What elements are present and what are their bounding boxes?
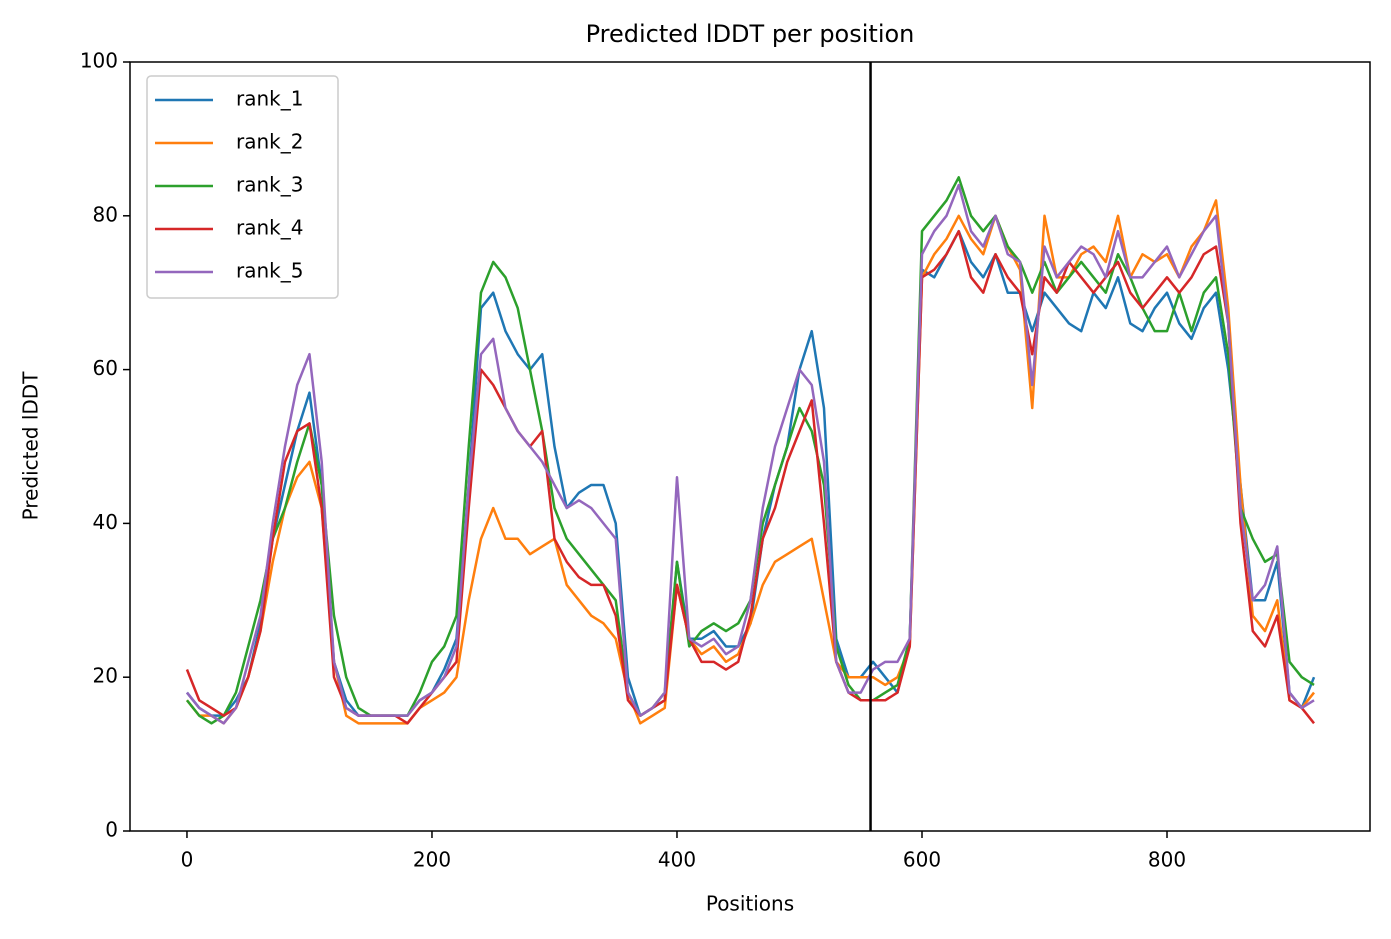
x-tick-label: 800 [1148,848,1186,872]
legend-label: rank_5 [236,259,303,283]
y-axis-label: Predicted lDDT [19,371,43,521]
y-tick-label: 60 [93,356,118,380]
legend-label: rank_1 [236,87,303,111]
y-tick-label: 20 [93,664,118,688]
y-tick-label: 40 [93,510,118,534]
x-tick-label: 0 [181,848,194,872]
y-tick-label: 80 [93,202,118,226]
data-line [185,199,1315,725]
legend-box [146,75,339,299]
data-line [185,229,1315,725]
plot-frame [129,61,1371,832]
y-tick-label: 0 [105,818,118,842]
y-tick-label: 100 [80,49,118,73]
chart-title: Predicted lDDT per position [586,20,915,48]
x-tick-label: 600 [903,848,941,872]
x-axis-label: Positions [706,892,794,916]
x-tick-label: 200 [413,848,451,872]
legend-label: rank_3 [236,173,303,197]
legend-label: rank_4 [236,216,303,240]
data-line [185,176,1315,725]
data-line [185,183,1315,725]
x-tick-label: 400 [658,848,696,872]
legend-label: rank_2 [236,130,303,154]
